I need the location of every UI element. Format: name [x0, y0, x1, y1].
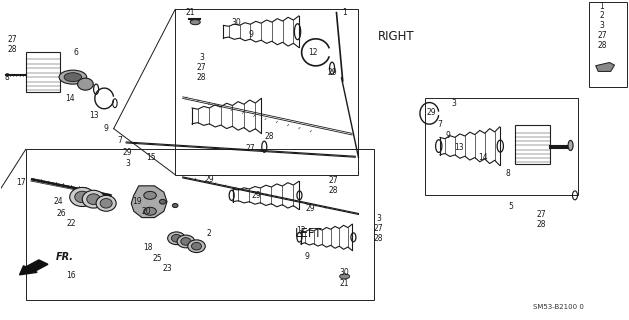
Text: 28: 28: [537, 220, 547, 229]
Text: 21: 21: [340, 279, 349, 288]
Text: 19: 19: [133, 196, 142, 205]
Text: 28: 28: [374, 234, 383, 243]
Ellipse shape: [87, 194, 101, 204]
Text: 2: 2: [599, 11, 604, 20]
Text: FR.: FR.: [56, 252, 74, 262]
Text: 8: 8: [506, 169, 510, 178]
Text: LEFT: LEFT: [294, 227, 322, 240]
Ellipse shape: [75, 191, 90, 203]
Bar: [515, 125, 550, 164]
Text: 20: 20: [142, 207, 151, 216]
Ellipse shape: [100, 198, 112, 208]
Bar: [589, 2, 627, 87]
Text: 23: 23: [162, 264, 172, 273]
Text: 3: 3: [376, 214, 381, 223]
Polygon shape: [596, 62, 615, 71]
Text: 27: 27: [328, 176, 338, 185]
Text: 26: 26: [56, 209, 66, 218]
Text: 9: 9: [248, 30, 253, 39]
Text: 25: 25: [153, 254, 162, 263]
Text: 29: 29: [123, 148, 132, 157]
Ellipse shape: [187, 240, 205, 252]
Text: 5: 5: [508, 202, 513, 211]
Text: 9: 9: [445, 131, 450, 140]
Bar: [26, 52, 60, 92]
Text: 27: 27: [374, 224, 383, 233]
Text: 12: 12: [296, 227, 306, 236]
Text: 27: 27: [197, 63, 206, 72]
Text: 9: 9: [304, 252, 309, 261]
Ellipse shape: [144, 191, 157, 199]
Bar: [175, 10, 359, 175]
Ellipse shape: [568, 140, 573, 150]
Circle shape: [340, 274, 350, 279]
Bar: [425, 99, 578, 196]
Text: SM53-B2100 0: SM53-B2100 0: [533, 304, 584, 309]
Text: 28: 28: [265, 132, 274, 141]
Text: 3: 3: [452, 99, 456, 108]
Text: 29: 29: [204, 175, 214, 184]
Circle shape: [190, 20, 200, 25]
Text: 24: 24: [53, 196, 64, 205]
Ellipse shape: [168, 232, 185, 244]
Text: 27: 27: [7, 35, 17, 44]
Ellipse shape: [191, 242, 201, 250]
Text: 28: 28: [328, 186, 338, 195]
Ellipse shape: [172, 235, 181, 242]
Text: 22: 22: [66, 220, 75, 228]
Text: 27: 27: [597, 31, 607, 40]
Text: 13: 13: [454, 142, 464, 152]
Ellipse shape: [144, 207, 157, 215]
Ellipse shape: [82, 190, 105, 208]
Ellipse shape: [70, 188, 95, 206]
Text: RIGHT: RIGHT: [378, 30, 415, 43]
Ellipse shape: [177, 235, 194, 248]
Ellipse shape: [172, 204, 178, 208]
Text: 28: 28: [197, 73, 206, 82]
Text: 8: 8: [4, 73, 9, 82]
Text: 28: 28: [8, 45, 17, 54]
Ellipse shape: [96, 196, 116, 211]
Text: 29: 29: [252, 191, 262, 201]
Text: 2: 2: [207, 229, 211, 238]
Text: 1: 1: [342, 8, 347, 17]
Text: 15: 15: [147, 153, 156, 162]
Text: 7: 7: [438, 120, 442, 129]
Text: 12: 12: [308, 48, 318, 57]
Text: 29: 29: [306, 204, 316, 213]
Text: 14: 14: [65, 94, 75, 103]
Circle shape: [64, 73, 82, 82]
Text: 6: 6: [74, 48, 79, 57]
Text: 1: 1: [599, 2, 604, 11]
Text: 27: 27: [246, 144, 255, 153]
Text: 7: 7: [118, 136, 123, 145]
Text: 21: 21: [186, 8, 195, 17]
Text: 30: 30: [231, 18, 241, 27]
Text: 14: 14: [478, 153, 487, 162]
FancyArrow shape: [19, 260, 48, 275]
Text: 27: 27: [537, 210, 547, 219]
Text: 29: 29: [327, 68, 337, 76]
Polygon shape: [131, 186, 167, 218]
Text: 16: 16: [66, 271, 76, 280]
Circle shape: [59, 70, 87, 84]
Text: 29: 29: [426, 108, 436, 117]
Ellipse shape: [181, 238, 191, 245]
Ellipse shape: [77, 78, 93, 90]
Text: 18: 18: [143, 243, 153, 252]
Bar: [26, 149, 374, 300]
Text: 30: 30: [340, 268, 350, 277]
Text: 9: 9: [104, 124, 109, 133]
Text: 17: 17: [16, 178, 26, 187]
Text: 3: 3: [599, 21, 604, 30]
Text: 28: 28: [597, 41, 607, 50]
Text: 13: 13: [89, 111, 98, 120]
Text: 3: 3: [199, 52, 204, 62]
Ellipse shape: [160, 199, 166, 204]
Text: 3: 3: [125, 159, 130, 168]
